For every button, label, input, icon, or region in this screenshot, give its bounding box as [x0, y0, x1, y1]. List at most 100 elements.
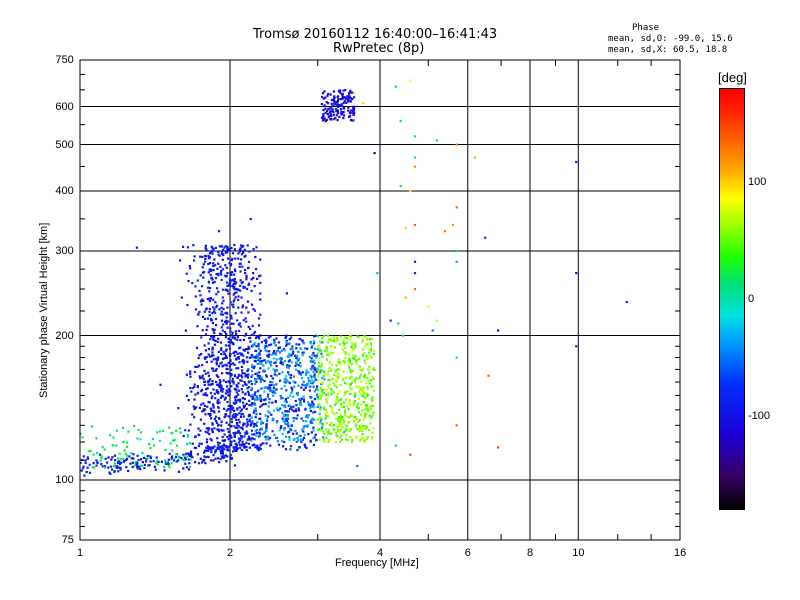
data-point	[306, 347, 309, 350]
data-point	[326, 422, 329, 425]
data-point	[360, 403, 363, 406]
data-point	[362, 102, 365, 105]
data-point	[221, 449, 224, 452]
data-point	[233, 413, 236, 416]
data-point	[250, 383, 253, 386]
data-point	[164, 448, 167, 451]
data-point	[328, 111, 332, 114]
data-point	[323, 117, 326, 120]
data-point	[309, 421, 312, 424]
data-point	[266, 354, 269, 357]
data-point	[247, 386, 251, 389]
data-point	[311, 344, 314, 348]
data-point	[340, 434, 343, 437]
data-point	[139, 438, 142, 441]
data-point	[238, 421, 241, 424]
data-point	[312, 342, 316, 345]
data-point	[259, 349, 262, 352]
data-point	[223, 443, 226, 446]
data-point	[222, 313, 225, 316]
data-point	[238, 374, 241, 377]
data-point	[320, 426, 323, 429]
data-point	[283, 360, 287, 363]
data-point	[313, 436, 316, 439]
data-point	[196, 453, 199, 456]
data-point	[282, 419, 285, 422]
data-point	[240, 352, 243, 355]
data-point	[284, 448, 288, 451]
data-point	[238, 439, 242, 442]
data-point	[189, 452, 193, 455]
data-point	[244, 375, 247, 378]
data-point	[325, 345, 328, 348]
data-point	[347, 408, 350, 411]
data-point	[218, 245, 221, 248]
data-point	[370, 337, 373, 341]
data-point	[182, 467, 185, 470]
data-point	[298, 337, 301, 341]
data-point	[300, 404, 303, 407]
data-point	[207, 449, 210, 452]
data-point	[215, 361, 218, 365]
data-point	[249, 217, 252, 221]
data-point	[272, 409, 275, 412]
data-point	[118, 466, 121, 469]
data-point	[233, 434, 236, 437]
data-point	[205, 441, 208, 444]
data-point	[194, 461, 197, 464]
data-point	[309, 368, 312, 371]
data-point	[257, 343, 260, 346]
data-point	[316, 385, 319, 388]
data-point	[363, 427, 366, 430]
data-point	[272, 352, 275, 355]
data-point	[234, 280, 237, 283]
data-point	[246, 244, 249, 247]
data-point	[331, 424, 334, 427]
data-point	[327, 92, 330, 95]
data-point	[295, 363, 298, 366]
data-point	[245, 418, 249, 421]
data-point	[320, 428, 323, 431]
data-point	[303, 425, 306, 428]
data-point	[333, 373, 336, 377]
data-point	[258, 434, 261, 437]
data-point	[233, 363, 236, 366]
data-point	[302, 427, 305, 430]
data-point	[324, 387, 327, 391]
data-point	[259, 357, 262, 360]
data-point	[210, 428, 213, 431]
data-point	[625, 300, 628, 304]
data-point	[229, 316, 232, 319]
data-point	[146, 454, 149, 457]
data-point	[215, 383, 219, 386]
data-point	[164, 462, 167, 465]
data-point	[218, 447, 221, 450]
data-point	[272, 391, 275, 394]
data-point	[194, 393, 197, 396]
data-point	[279, 361, 282, 365]
data-point	[302, 388, 306, 391]
data-point	[230, 372, 233, 375]
data-point	[191, 442, 194, 445]
data-point	[268, 353, 271, 356]
data-point	[234, 312, 237, 315]
data-point	[217, 457, 220, 460]
data-point	[311, 400, 314, 403]
data-point	[210, 383, 213, 386]
data-point	[253, 365, 256, 368]
data-point	[191, 456, 194, 459]
data-point	[225, 421, 228, 424]
data-point	[239, 270, 242, 273]
data-point	[199, 418, 202, 421]
data-point	[250, 421, 253, 424]
data-point	[210, 409, 213, 412]
data-point	[234, 431, 237, 434]
data-point	[214, 311, 217, 314]
data-point	[248, 356, 251, 359]
data-point	[262, 364, 265, 367]
data-point	[354, 391, 357, 394]
data-point	[227, 248, 230, 251]
data-point	[287, 355, 290, 358]
data-point	[245, 287, 249, 291]
data-point	[291, 408, 294, 411]
